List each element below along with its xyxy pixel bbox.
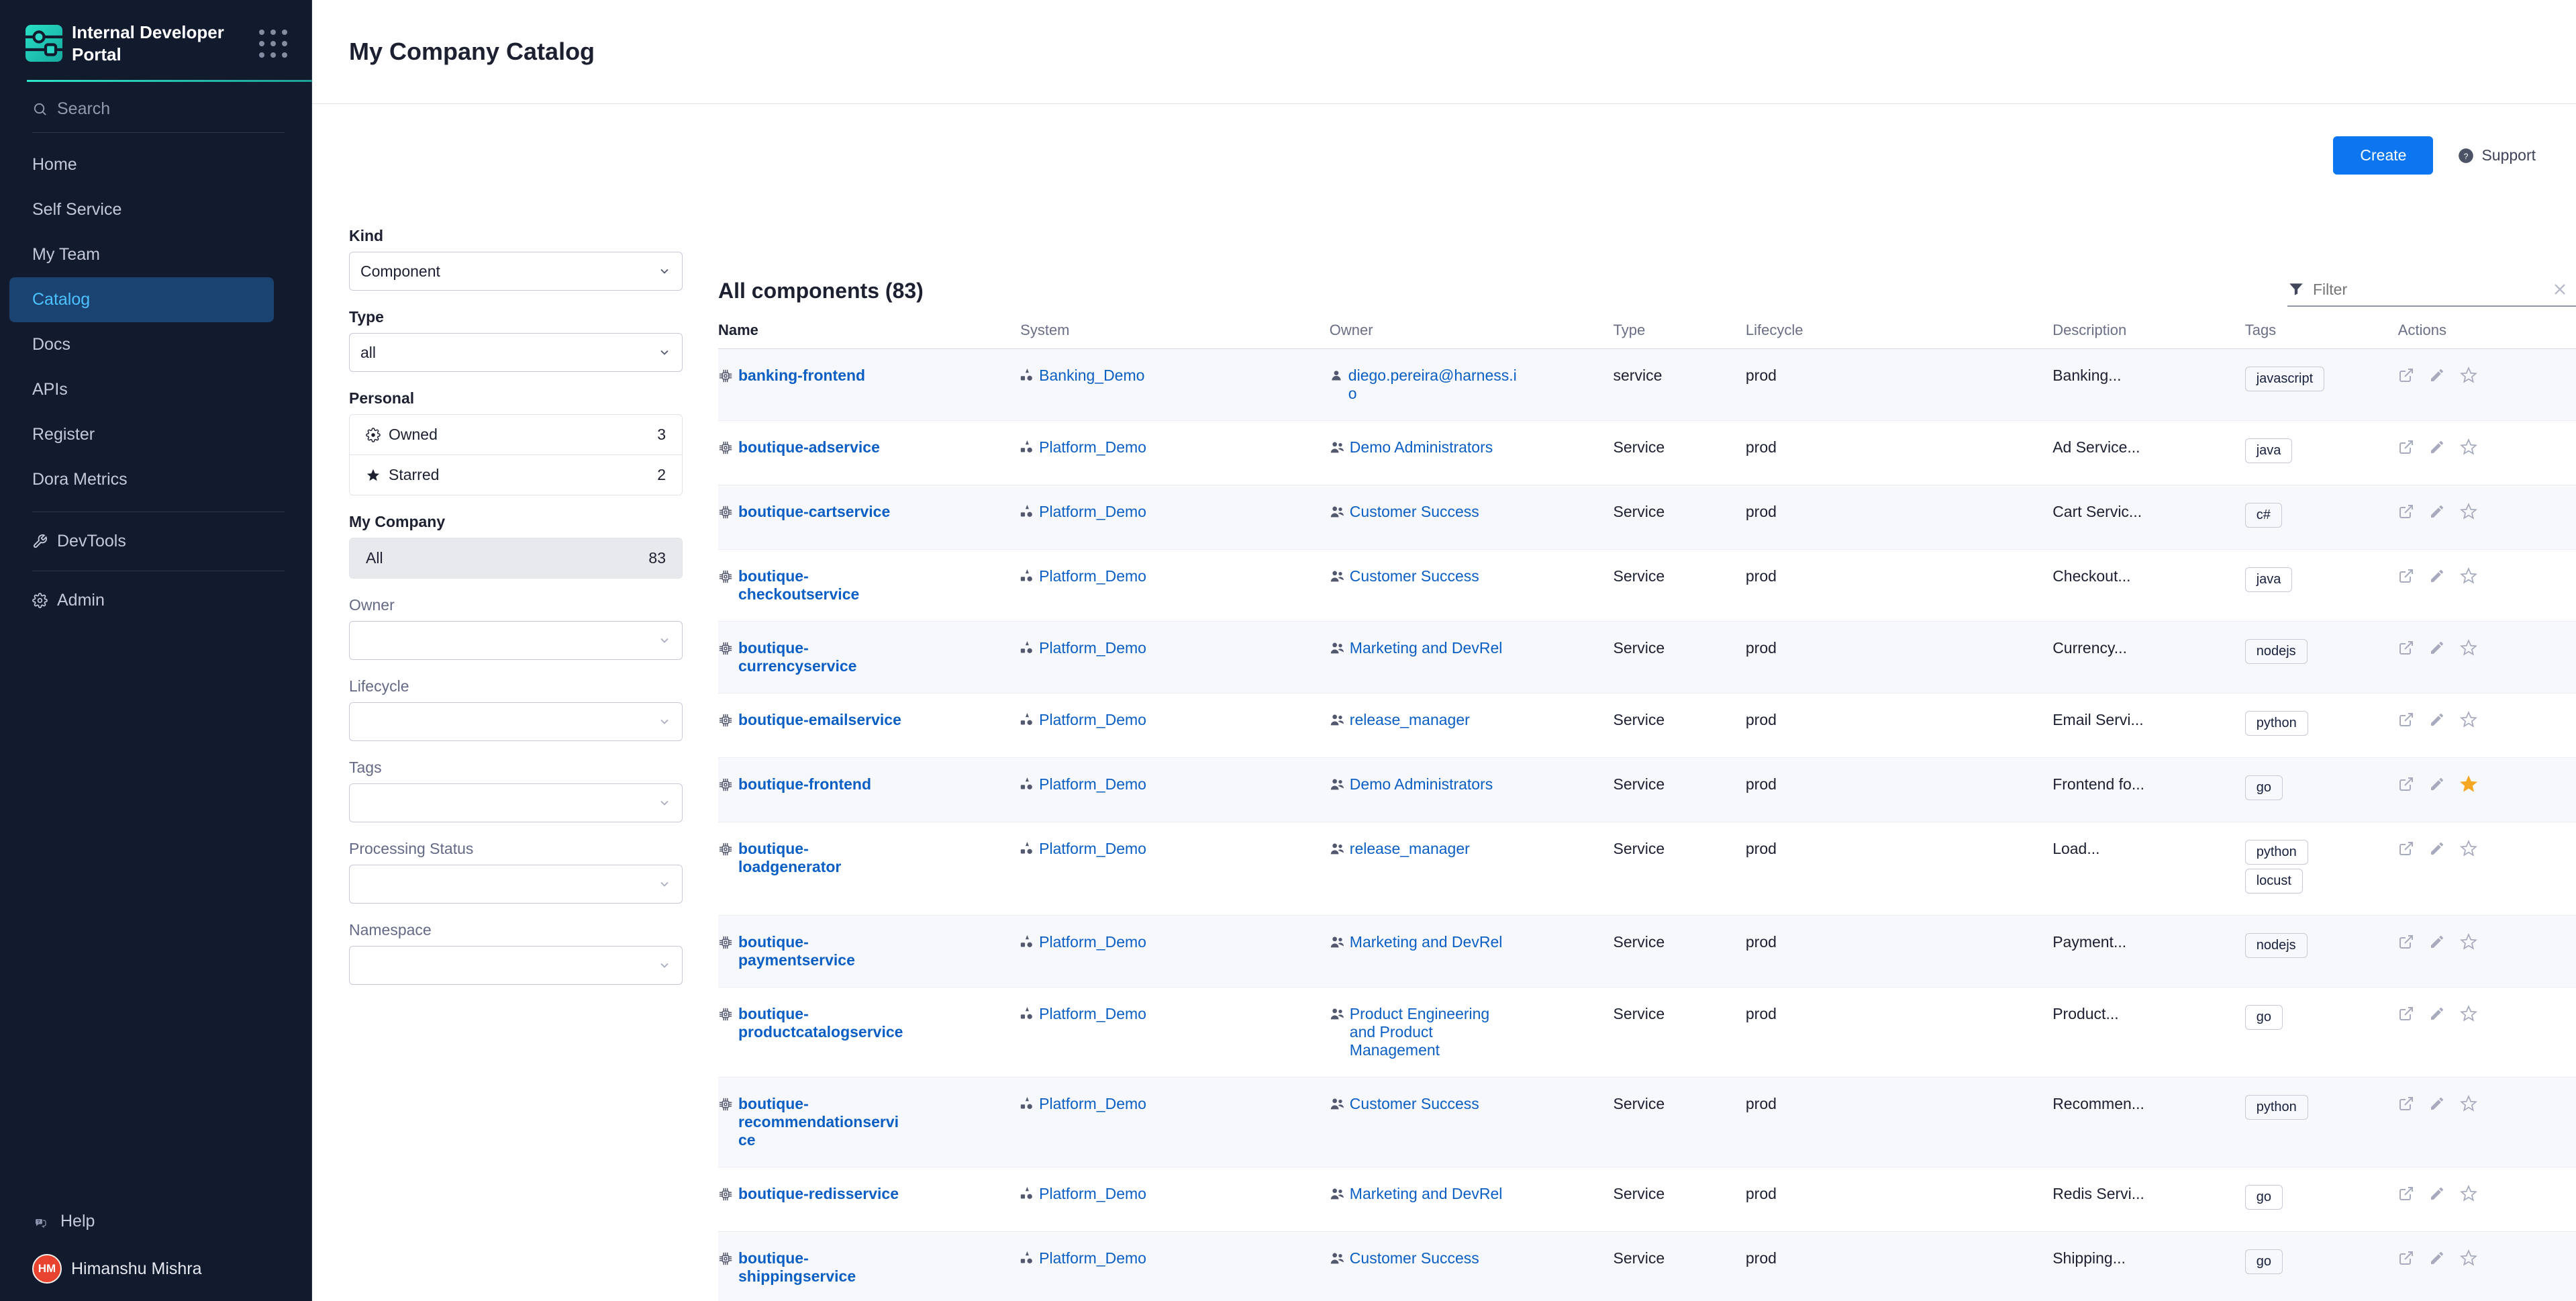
svg-text:?: ?	[38, 1219, 40, 1224]
svg-text:?: ?	[2464, 151, 2469, 160]
